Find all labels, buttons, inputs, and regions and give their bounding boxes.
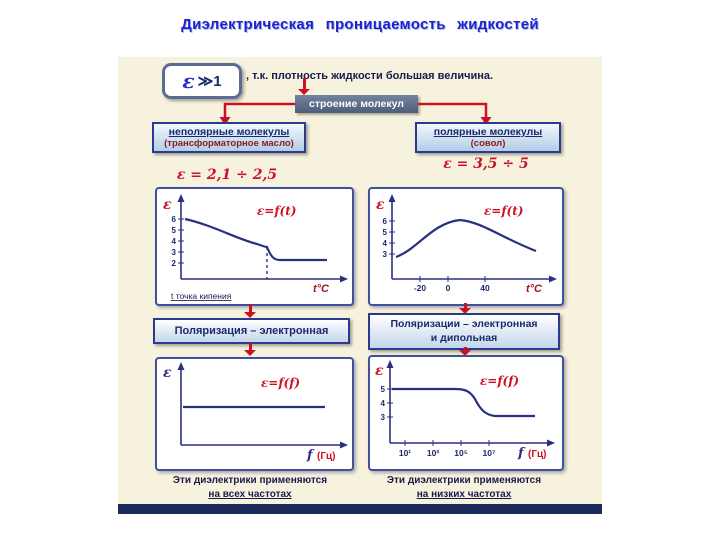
x-tick: -20 — [414, 283, 427, 293]
y-axis-arrow-icon — [386, 360, 394, 368]
y-tick: 5 — [383, 228, 388, 237]
content-panel: ε ≫1 , т.к. плотность жидкости большая в… — [118, 57, 602, 514]
nonpolar-polarization-box: Поляризация – электронная — [153, 318, 350, 344]
branch-line-left — [223, 102, 295, 118]
y-tick: 3 — [383, 250, 388, 259]
polar-polarization-line1: Поляризации – электронная — [390, 318, 538, 331]
polar-subtitle: (совол) — [470, 138, 506, 149]
y-tick: 4 — [172, 237, 177, 246]
y-axis-label: ε — [376, 197, 385, 213]
nonpolar-usage-note: Эти диэлектрики применяются на всех част… — [146, 474, 354, 501]
x-axis-label: t°C — [313, 283, 330, 295]
function-label: ε=f(f) — [261, 376, 300, 390]
bottom-strip — [118, 504, 602, 514]
page-title: Диэлектрическая проницаемость жидкостей — [181, 16, 539, 33]
x-tick: 10¹ — [399, 448, 411, 458]
nonpolar-header-box: неполярные молекулы (трансформаторное ма… — [152, 122, 306, 153]
x-axis-label: f — [517, 446, 526, 461]
x-axis-arrow-icon — [549, 275, 557, 283]
polar-frequency-chart: 5 4 3 10¹ 10³ 10⁵ 10⁷ ε ε=f(f) f (Гц) — [368, 355, 564, 471]
y-axis-arrow-icon — [177, 362, 185, 370]
x-tick: 10³ — [427, 448, 439, 458]
x-axis-label: f — [306, 448, 315, 463]
x-tick: 10⁵ — [454, 448, 467, 458]
function-label: ε=f(f) — [480, 374, 519, 388]
nonpolar-usage-line2: на всех частотах — [208, 488, 292, 500]
x-tick: 0 — [446, 283, 451, 293]
nonpolar-subtitle: (трансформаторное масло) — [164, 138, 294, 149]
epsilon-vs-frequency-curve — [392, 387, 535, 418]
structure-box: строение молекул — [295, 95, 418, 113]
x-tick: 10⁷ — [483, 448, 496, 458]
polar-frequency-chart-svg: 5 4 3 10¹ 10³ 10⁵ 10⁷ ε ε=f(f) f (Гц) — [375, 360, 555, 461]
polar-title: полярные молекулы — [433, 126, 543, 138]
polar-usage-line1: Эти диэлектрики применяются — [386, 475, 542, 486]
y-tick: 3 — [381, 413, 386, 422]
y-tick: 6 — [383, 217, 388, 226]
density-note: , т.к. плотность жидкости большая величи… — [246, 70, 494, 82]
flow-arrow-down-icon — [244, 343, 256, 356]
polar-temperature-chart: 6 5 4 3 -20 0 40 ε ε=f(t) t°C — [368, 187, 564, 306]
epsilon-formula-box: ε ≫1 — [162, 63, 242, 99]
x-axis-arrow-icon — [547, 439, 555, 447]
flow-arrow-down-icon — [298, 78, 310, 95]
boiling-point-note: t точка кипения — [171, 291, 232, 301]
epsilon-vs-temperature-curve — [395, 218, 537, 259]
nonpolar-temperature-chart: 6 5 4 3 2 ε ε=f(t) t°C t точка кипения — [155, 187, 354, 306]
y-tick: 4 — [383, 239, 388, 248]
x-tick: 40 — [480, 283, 490, 293]
nonpolar-polarization-label: Поляризация – электронная — [174, 325, 329, 337]
nonpolar-frequency-chart: ε ε=f(f) f (Гц) — [155, 357, 354, 471]
polar-polarization-line2: и дипольная — [430, 331, 498, 344]
y-tick: 2 — [172, 259, 177, 268]
y-axis-label: ε — [375, 363, 384, 379]
polar-polarization-box: Поляризации – электронная и дипольная — [368, 313, 560, 350]
y-axis-arrow-icon — [177, 194, 185, 202]
branch-line-right — [418, 102, 488, 118]
nonpolar-frequency-chart-svg: ε ε=f(f) f (Гц) — [163, 362, 348, 463]
y-tick: 6 — [172, 215, 177, 224]
nonpolar-title: неполярные молекулы — [168, 126, 290, 138]
y-axis-label: ε — [163, 197, 172, 213]
x-axis-label: t°C — [526, 283, 543, 295]
x-axis-arrow-icon — [340, 441, 348, 449]
polar-header-box: полярные молекулы (совол) — [415, 122, 561, 153]
x-axis-unit: (Гц) — [317, 451, 335, 462]
y-tick: 3 — [172, 248, 177, 257]
y-axis-arrow-icon — [388, 194, 396, 202]
polar-epsilon-range: ε = 3,5 ÷ 5 — [443, 156, 529, 172]
function-label: ε=f(t) — [484, 204, 523, 218]
x-axis-unit: (Гц) — [528, 449, 546, 460]
flow-arrow-down-icon — [244, 304, 256, 318]
polar-usage-note: Эти диэлектрики применяются на низких ча… — [364, 474, 564, 501]
y-tick: 5 — [172, 226, 177, 235]
flow-arrow-down-icon — [459, 347, 471, 356]
nonpolar-epsilon-range: ε = 2,1 ÷ 2,5 — [176, 167, 278, 183]
y-tick: 4 — [381, 399, 386, 408]
y-tick: 5 — [381, 385, 386, 394]
function-label: ε=f(t) — [257, 204, 296, 218]
epsilon-inequality: ≫1 — [197, 73, 222, 90]
polar-usage-line2: на низких частотах — [416, 488, 512, 500]
polar-temperature-chart-svg: 6 5 4 3 -20 0 40 ε ε=f(t) t°C — [376, 194, 557, 295]
flow-arrow-down-icon — [459, 303, 471, 314]
y-axis-label: ε — [163, 365, 172, 381]
nonpolar-usage-line1: Эти диэлектрики применяются — [172, 475, 328, 486]
epsilon-symbol: ε — [182, 69, 195, 93]
epsilon-vs-temperature-curve — [184, 217, 327, 262]
x-axis-arrow-icon — [340, 275, 348, 283]
nonpolar-temperature-chart-svg: 6 5 4 3 2 ε ε=f(t) t°C t точка кипения — [163, 194, 348, 301]
